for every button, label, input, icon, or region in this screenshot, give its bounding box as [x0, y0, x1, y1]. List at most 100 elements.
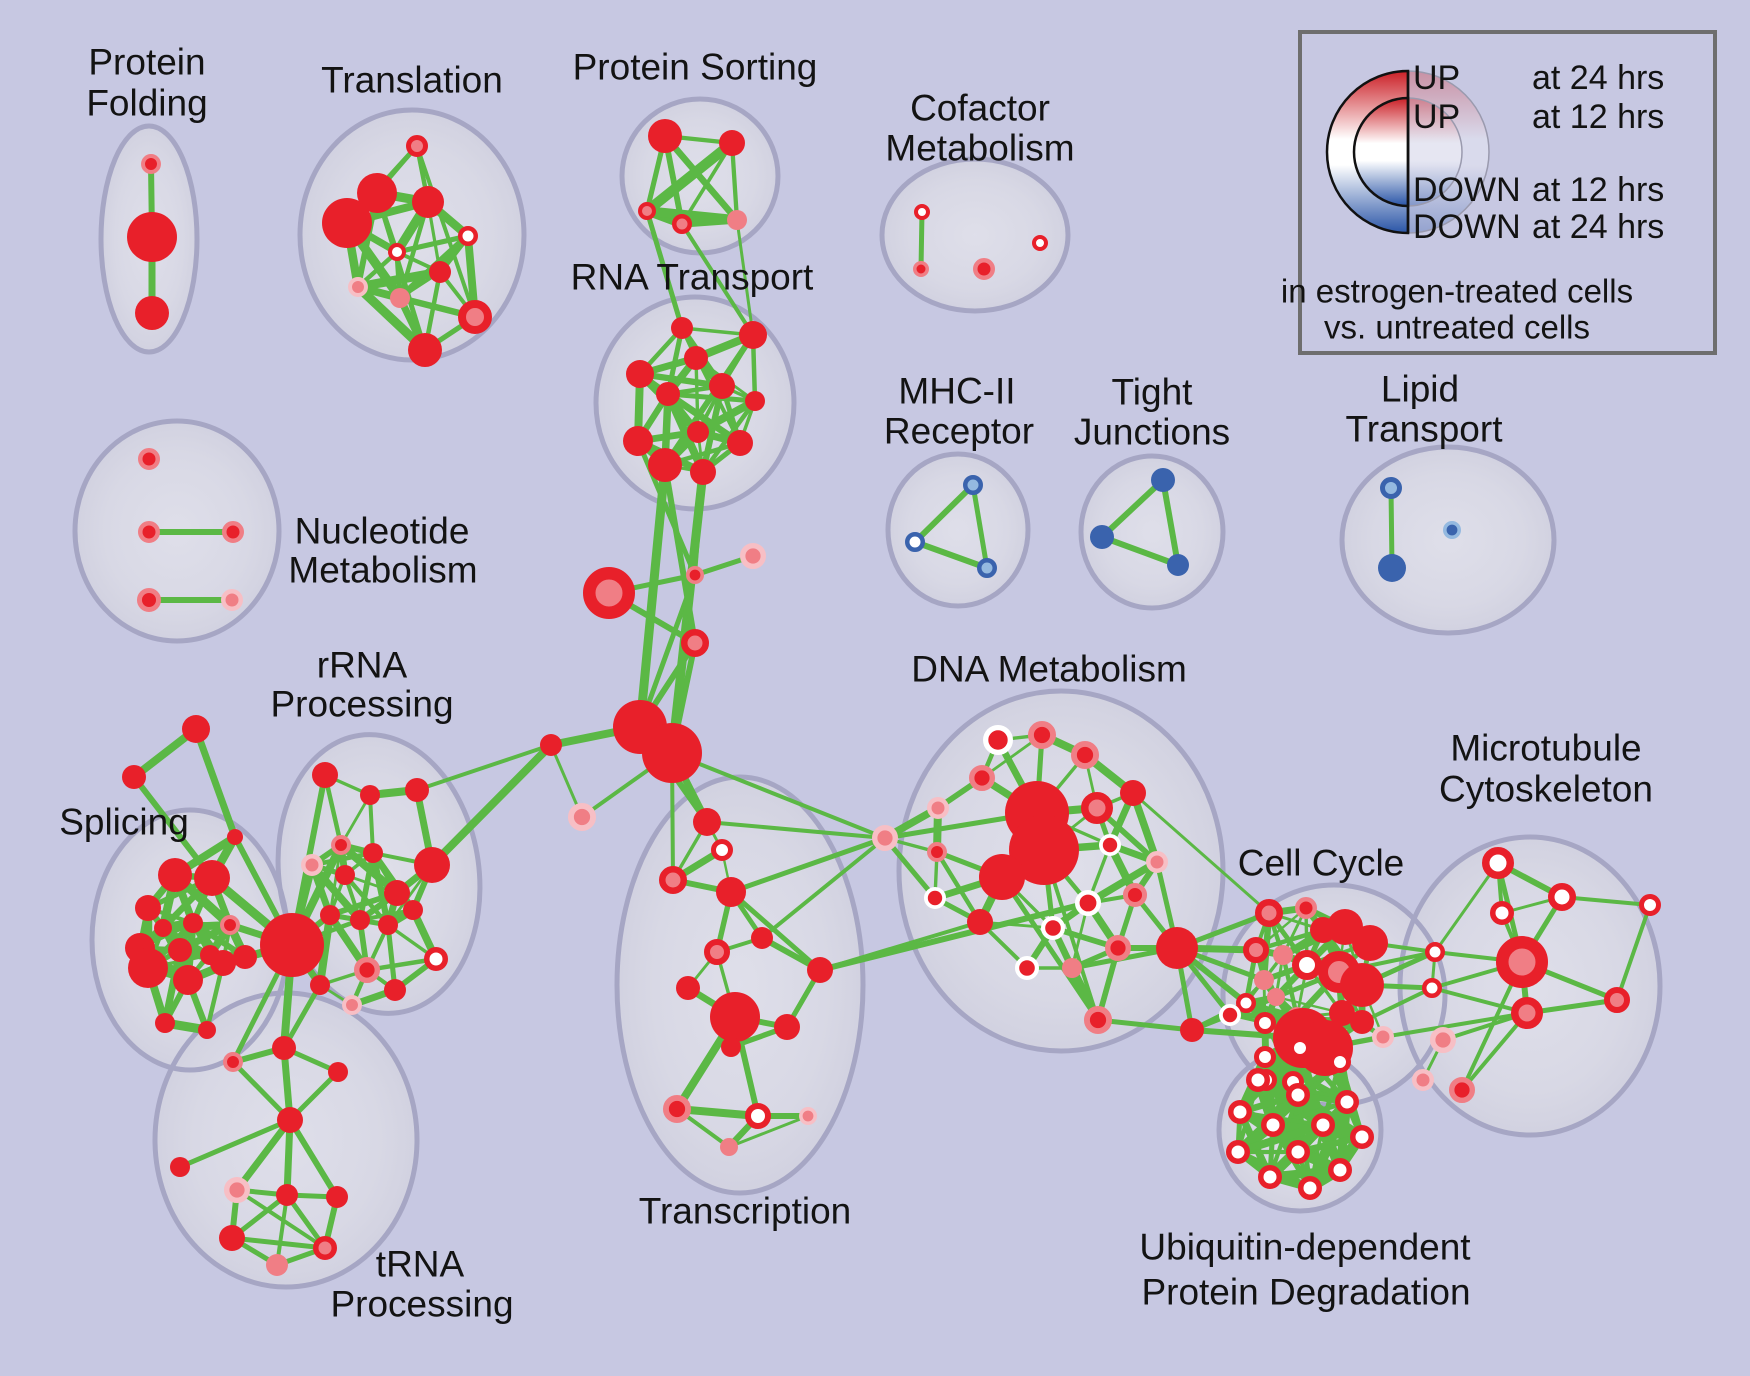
gene-node-splicing	[194, 860, 230, 896]
cluster-label: Tight	[1112, 372, 1194, 413]
network-edge	[970, 482, 990, 571]
gene-node-splicing	[233, 945, 257, 969]
network-edge	[415, 144, 477, 319]
cluster-label: Cell Cycle	[1238, 843, 1405, 884]
gene-node-rrna	[424, 947, 448, 971]
gene-node-connector	[583, 567, 635, 619]
gene-node-microtubule	[1422, 978, 1442, 998]
gene-node-cellcycle	[1255, 899, 1283, 927]
legend-footer-line: vs. untreated cells	[1324, 309, 1590, 346]
gene-node-splicing	[158, 858, 192, 892]
gene-node-rrna	[363, 843, 383, 863]
cluster-outline-cofactor	[879, 156, 1071, 314]
gene-node-protein_sorting	[719, 130, 745, 156]
gene-node-connector	[681, 629, 709, 657]
network-edge	[918, 209, 925, 272]
gene-node-dna	[967, 909, 993, 935]
network-edge	[230, 1059, 293, 1123]
gene-node-splicing	[220, 915, 240, 935]
gene-node-ubiquitin	[1329, 1051, 1351, 1073]
gene-node-trna	[223, 1052, 243, 1072]
gene-node-lipid	[1380, 477, 1402, 499]
gene-node-rna_transport	[745, 391, 765, 411]
gene-node-nucleotide	[221, 589, 243, 611]
gene-node-ubiquitin	[1335, 1090, 1359, 1114]
gene-node-rrna	[405, 778, 429, 802]
gene-node-protein_sorting	[648, 119, 682, 153]
gene-node-tight	[1151, 468, 1175, 492]
gene-node-translation	[406, 135, 428, 157]
gene-node-microtubule	[1448, 1076, 1475, 1103]
legend-direction-label: UP	[1413, 98, 1460, 136]
gene-node-connector	[567, 802, 597, 832]
network-edge	[693, 470, 705, 577]
gene-node-splicing	[135, 895, 161, 921]
network-edge	[235, 1188, 327, 1250]
cluster-label: rRNA	[317, 645, 408, 686]
gene-node-transcription	[745, 1103, 771, 1129]
gene-node-tight	[1167, 554, 1189, 576]
network-edge	[1233, 1120, 1328, 1157]
gene-node-connector	[642, 723, 702, 783]
gene-node-trna	[313, 1236, 337, 1260]
network-edge	[328, 843, 343, 917]
gene-node-translation	[458, 300, 492, 334]
gene-node-rrna	[342, 995, 362, 1015]
cluster-label: Protein Degradation	[1141, 1272, 1470, 1313]
network-edge	[415, 743, 553, 792]
legend-direction-label: UP	[1413, 59, 1460, 97]
gene-node-cofactor	[914, 204, 930, 220]
network-edge	[308, 861, 364, 924]
gene-node-protein_folding	[135, 296, 169, 330]
gene-node-dna	[1062, 958, 1082, 978]
gene-node-ubiquitin	[1258, 1165, 1282, 1189]
gene-node-protein_sorting	[672, 214, 692, 234]
network-edge	[760, 836, 887, 940]
gene-node-dna	[1104, 935, 1131, 962]
gene-node-rna_transport	[727, 430, 753, 456]
gene-node-nucleotide	[136, 587, 162, 613]
gene-node-dna	[969, 765, 996, 792]
network-edge	[705, 820, 887, 840]
cluster-label: Receptor	[884, 411, 1034, 452]
gene-node-trna	[328, 1062, 348, 1082]
legend-time-label: at 24 hrs	[1532, 59, 1664, 97]
gene-node-cellcycle	[1352, 925, 1388, 961]
network-edge	[817, 900, 1091, 973]
gene-node-dna	[1083, 1005, 1113, 1035]
gene-node-rna_transport	[739, 321, 767, 349]
gene-node-rna_transport	[687, 421, 709, 443]
cluster-outline-lipid	[1339, 444, 1557, 636]
gene-node-rna_transport	[623, 426, 653, 456]
cluster-label: Metabolism	[885, 128, 1074, 169]
network-edge	[1615, 903, 1652, 1002]
legend-direction-label: DOWN	[1413, 208, 1521, 246]
gene-node-microtubule	[1425, 942, 1445, 962]
gene-node-translation	[390, 288, 410, 308]
gene-node-trna	[219, 1225, 245, 1251]
gene-node-trna	[266, 1254, 288, 1276]
gene-node-microtubule	[1511, 997, 1543, 1029]
gene-node-translation	[357, 173, 397, 213]
gene-node-connector	[685, 565, 704, 584]
gene-node-transcription	[798, 1107, 817, 1126]
gene-node-translation	[408, 333, 442, 367]
gene-node-ubiquitin	[1350, 1125, 1374, 1149]
gene-node-cellcycle	[1236, 993, 1256, 1013]
gene-node-trna	[223, 1176, 250, 1203]
network-edge	[1360, 986, 1434, 1024]
gene-node-transcription	[659, 866, 687, 894]
network-edge	[1381, 1011, 1529, 1039]
gene-node-rrna	[301, 854, 323, 876]
cluster-label: Transcription	[639, 1191, 851, 1232]
gene-node-splicing	[227, 829, 243, 845]
gene-node-cellcycle	[1156, 927, 1198, 969]
network-edge	[912, 482, 976, 545]
cluster-label: MHC-II	[898, 371, 1015, 412]
network-edge	[316, 911, 334, 989]
gene-node-transcription	[710, 992, 760, 1042]
gene-node-cellcycle	[1295, 897, 1317, 919]
gene-node-ubiquitin	[1286, 1140, 1310, 1164]
network-edge	[233, 1116, 294, 1194]
